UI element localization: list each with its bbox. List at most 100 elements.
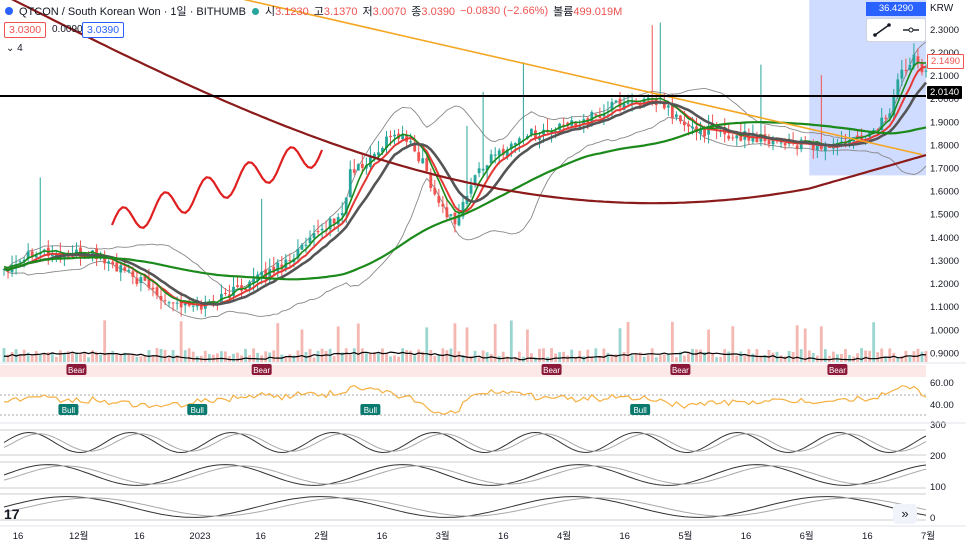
candle-body bbox=[147, 279, 151, 288]
volume-bar bbox=[437, 354, 441, 362]
y-tick-label: 1.1000 bbox=[930, 302, 959, 313]
currency-label[interactable]: KRW bbox=[930, 3, 954, 14]
candle-body bbox=[642, 98, 646, 106]
volume-bar bbox=[654, 357, 658, 362]
candle-body bbox=[844, 141, 847, 146]
volume-bar bbox=[22, 349, 26, 362]
candle-body bbox=[304, 244, 308, 246]
volume-bar bbox=[505, 356, 509, 362]
ma-long-darkred-line bbox=[11, 0, 927, 205]
drawing-toolbar[interactable] bbox=[866, 18, 926, 42]
volume-bar bbox=[827, 355, 831, 362]
volume-bar bbox=[731, 326, 735, 362]
candle-body bbox=[344, 197, 348, 214]
volume-bar bbox=[397, 356, 400, 362]
candle-body bbox=[489, 154, 493, 164]
volume-bar bbox=[46, 352, 50, 362]
volume-bar bbox=[570, 349, 574, 362]
volume-bar bbox=[252, 348, 256, 362]
volume-ma-line bbox=[3, 351, 927, 361]
candle-body bbox=[328, 218, 332, 230]
y-tick-label: 1.7000 bbox=[930, 164, 959, 175]
volume-bar bbox=[300, 329, 304, 362]
oscillator-line bbox=[3, 431, 927, 454]
bull-signal-badge: Bull bbox=[630, 404, 651, 415]
change-value: −0.0830 (−2.66%) bbox=[460, 5, 549, 17]
volume-bar bbox=[175, 355, 179, 362]
candle-body bbox=[574, 121, 578, 128]
volume-bar bbox=[276, 323, 280, 362]
buy-button[interactable]: 3.0390 bbox=[82, 22, 125, 38]
indicator-toggle[interactable]: ⌄ 4 bbox=[6, 43, 23, 54]
bull-signal-badge: Bull bbox=[58, 404, 79, 415]
bear-signal-badge: Bear bbox=[251, 364, 272, 375]
volume-bar bbox=[542, 348, 545, 362]
candle-body bbox=[598, 115, 602, 119]
candle-body bbox=[501, 148, 505, 155]
candle-body bbox=[908, 65, 912, 71]
volume-bar bbox=[860, 348, 863, 362]
candle-body bbox=[622, 103, 626, 110]
volume-bar bbox=[574, 356, 578, 362]
candle-body bbox=[823, 145, 827, 152]
candle-body bbox=[356, 164, 360, 171]
volume-bar bbox=[393, 355, 396, 362]
bear-signal-badge: Bear bbox=[827, 364, 848, 375]
scroll-to-latest-button[interactable]: » bbox=[893, 504, 917, 524]
x-tick-label: 16 bbox=[134, 531, 145, 542]
candle-body bbox=[811, 141, 815, 150]
trendline-tool-icon[interactable] bbox=[872, 23, 891, 37]
high-value: 3.1370 bbox=[323, 6, 358, 18]
volume-bar bbox=[163, 349, 167, 362]
volume-bar bbox=[888, 348, 892, 362]
oscillator-signal-line bbox=[3, 465, 927, 485]
y-tick-label: 1.3000 bbox=[930, 256, 959, 267]
volume-bar bbox=[699, 349, 702, 362]
y-tick-label: 1.0000 bbox=[930, 325, 959, 336]
sell-button[interactable]: 3.0300 bbox=[4, 22, 47, 38]
candle-body bbox=[429, 173, 433, 188]
volume-bar bbox=[385, 352, 388, 362]
candle-body bbox=[683, 121, 686, 126]
volume-bar bbox=[831, 351, 835, 362]
volume-bar bbox=[457, 351, 461, 362]
candle-body bbox=[183, 302, 187, 306]
volume-bar bbox=[42, 353, 46, 362]
chevron-down-icon: ⌄ bbox=[6, 43, 18, 54]
hline-tool-icon[interactable] bbox=[902, 23, 920, 37]
volume-bar bbox=[727, 351, 731, 362]
signal-label: Bear bbox=[68, 366, 85, 375]
volume-bar bbox=[876, 352, 880, 362]
x-tick-label: 16 bbox=[741, 531, 752, 542]
candle-body bbox=[75, 249, 78, 255]
candle-body bbox=[646, 97, 650, 100]
volume-bar bbox=[115, 354, 119, 362]
candle-body bbox=[348, 169, 352, 198]
volume-bar bbox=[2, 348, 6, 362]
volume-bar bbox=[187, 348, 191, 362]
volume-bar bbox=[284, 356, 288, 362]
volume-bar bbox=[864, 350, 868, 362]
candle-body bbox=[332, 218, 336, 224]
bear-signal-badge: Bear bbox=[66, 364, 87, 375]
volume-bar bbox=[111, 350, 115, 362]
volume-bar bbox=[658, 355, 662, 362]
volume-bar bbox=[340, 352, 344, 362]
volume-bar bbox=[751, 353, 755, 362]
candle-body bbox=[562, 124, 566, 126]
tradingview-logo[interactable]: 17 bbox=[4, 506, 20, 522]
volume-bar bbox=[461, 355, 465, 362]
volume-bar bbox=[373, 352, 376, 362]
candle-body bbox=[497, 150, 501, 156]
volume-bar bbox=[356, 323, 360, 362]
volume-bar bbox=[711, 352, 715, 362]
candle-body bbox=[115, 262, 119, 272]
symbol-title[interactable]: QTCON / South Korean Won · 1일 · BITHUMB bbox=[19, 6, 246, 18]
candle-body bbox=[876, 129, 880, 131]
candle-body bbox=[662, 102, 666, 109]
candle-body bbox=[360, 163, 364, 168]
volume-bar bbox=[586, 349, 590, 362]
y-tick-label: 1.5000 bbox=[930, 210, 959, 221]
volume-bar bbox=[336, 326, 340, 362]
